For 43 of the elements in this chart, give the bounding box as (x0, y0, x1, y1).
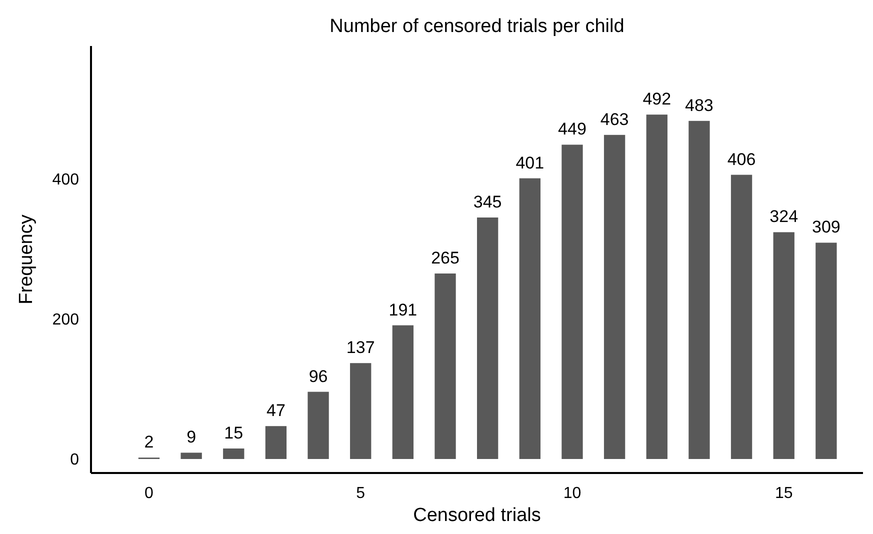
bar (265, 426, 287, 459)
data-label: 483 (685, 96, 714, 115)
bar (434, 274, 456, 459)
bar (223, 448, 244, 459)
bar (562, 144, 583, 459)
data-label: 9 (186, 428, 196, 447)
chart-title: Number of censored trials per child (330, 16, 624, 37)
data-label: 309 (812, 218, 840, 237)
x-axis-title: Censored trials (413, 505, 541, 526)
bar (519, 178, 540, 459)
data-label: 96 (308, 366, 328, 386)
x-tick-label: 15 (774, 485, 793, 502)
bar (477, 218, 498, 459)
y-tick-label: 0 (70, 452, 80, 469)
data-label: 191 (388, 300, 418, 320)
data-label: 324 (770, 207, 798, 226)
bar (773, 232, 794, 459)
data-label: 47 (266, 401, 286, 420)
data-label: 137 (346, 338, 375, 358)
data-label: 345 (473, 192, 502, 212)
data-label: 401 (516, 153, 544, 172)
bar (350, 363, 372, 459)
bar (646, 114, 668, 459)
data-label: 2 (144, 432, 154, 452)
y-axis-title: Frequency (16, 214, 37, 304)
data-label: 463 (600, 110, 629, 129)
data-label: 265 (431, 248, 460, 268)
y-tick-label: 200 (52, 312, 80, 329)
y-tick-label: 400 (52, 172, 80, 189)
bar (604, 134, 626, 459)
data-label: 15 (224, 424, 244, 442)
bar (308, 392, 329, 459)
x-tick-label: 5 (356, 485, 366, 502)
bar (816, 242, 837, 459)
data-label: 492 (642, 90, 672, 109)
bar (730, 174, 752, 459)
x-tick-label: 0 (144, 485, 154, 502)
bar (180, 452, 202, 459)
x-tick-label: 10 (563, 485, 582, 502)
data-label: 406 (727, 150, 756, 169)
bar (392, 325, 414, 459)
data-label: 449 (558, 120, 586, 139)
bar (688, 120, 710, 459)
